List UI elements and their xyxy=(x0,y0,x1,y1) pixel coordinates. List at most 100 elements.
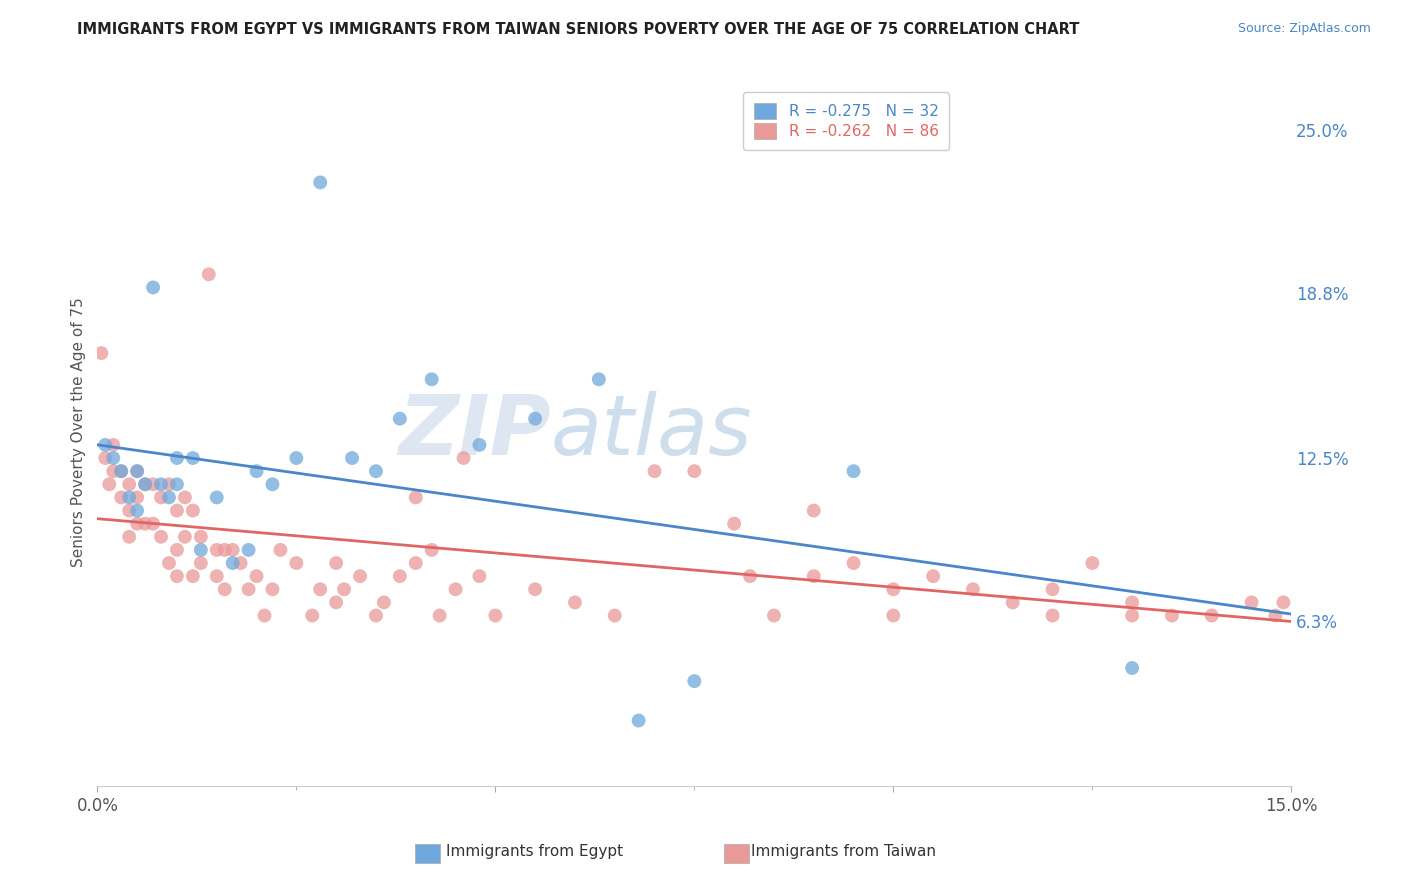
Point xyxy=(110,464,132,478)
Point xyxy=(325,556,347,570)
Point xyxy=(309,582,332,597)
Point xyxy=(1042,582,1064,597)
Point xyxy=(842,464,865,478)
Point xyxy=(238,542,260,557)
Point xyxy=(1121,595,1143,609)
Legend: R = -0.275   N = 32, R = -0.262   N = 86: R = -0.275 N = 32, R = -0.262 N = 86 xyxy=(742,92,949,150)
Point xyxy=(205,542,228,557)
Point xyxy=(524,411,547,425)
Point xyxy=(429,608,451,623)
Point xyxy=(157,491,180,505)
Point xyxy=(388,569,411,583)
Point xyxy=(309,176,332,190)
Point xyxy=(90,346,112,360)
Point xyxy=(166,450,188,465)
Point xyxy=(1001,595,1024,609)
Point xyxy=(484,608,506,623)
Point xyxy=(127,503,149,517)
Point xyxy=(405,491,427,505)
Point xyxy=(262,582,284,597)
Point xyxy=(468,569,491,583)
Point xyxy=(166,569,188,583)
Point xyxy=(134,477,156,491)
Point xyxy=(1240,595,1263,609)
Point xyxy=(723,516,745,531)
Point xyxy=(803,503,825,517)
Point xyxy=(803,569,825,583)
Point xyxy=(142,516,165,531)
Point xyxy=(197,268,219,282)
Point xyxy=(118,491,141,505)
Point xyxy=(1161,608,1184,623)
Point xyxy=(468,438,491,452)
Point xyxy=(221,542,243,557)
Point xyxy=(118,530,141,544)
Point xyxy=(644,464,666,478)
Point xyxy=(1264,608,1286,623)
Point xyxy=(190,530,212,544)
Point xyxy=(627,714,650,728)
Text: ZIP: ZIP xyxy=(398,392,551,472)
Point xyxy=(174,530,197,544)
Point xyxy=(221,556,243,570)
Point xyxy=(340,450,363,465)
Point xyxy=(181,503,204,517)
Point xyxy=(103,464,125,478)
Point xyxy=(882,608,904,623)
Point xyxy=(127,464,149,478)
Point xyxy=(245,464,267,478)
Point xyxy=(166,503,188,517)
Point xyxy=(333,582,356,597)
Point xyxy=(1042,608,1064,623)
Point xyxy=(166,477,188,491)
Point xyxy=(127,516,149,531)
Point xyxy=(214,542,236,557)
Point xyxy=(127,491,149,505)
Point xyxy=(142,280,165,294)
Point xyxy=(205,569,228,583)
Point xyxy=(190,542,212,557)
Point xyxy=(150,477,173,491)
Point xyxy=(94,450,117,465)
Point xyxy=(181,569,204,583)
Point xyxy=(157,556,180,570)
Point xyxy=(1121,661,1143,675)
Point xyxy=(142,477,165,491)
Point xyxy=(524,582,547,597)
Point xyxy=(1201,608,1223,623)
Text: Immigrants from Taiwan: Immigrants from Taiwan xyxy=(751,845,936,859)
Point xyxy=(94,438,117,452)
Point xyxy=(190,556,212,570)
Point xyxy=(922,569,945,583)
Point xyxy=(364,608,387,623)
Text: atlas: atlas xyxy=(551,392,752,472)
Text: Source: ZipAtlas.com: Source: ZipAtlas.com xyxy=(1237,22,1371,36)
Point xyxy=(683,674,706,689)
Point xyxy=(364,464,387,478)
Point xyxy=(405,556,427,570)
Point xyxy=(420,372,443,386)
Point xyxy=(373,595,395,609)
Point xyxy=(603,608,626,623)
Point xyxy=(214,582,236,597)
Point xyxy=(1272,595,1295,609)
Point xyxy=(98,477,121,491)
Point xyxy=(134,477,156,491)
Y-axis label: Seniors Poverty Over the Age of 75: Seniors Poverty Over the Age of 75 xyxy=(72,297,86,566)
Point xyxy=(238,582,260,597)
Point xyxy=(453,450,475,465)
Point xyxy=(157,477,180,491)
Point xyxy=(285,556,308,570)
Point xyxy=(388,411,411,425)
Point xyxy=(166,542,188,557)
Point xyxy=(110,491,132,505)
Point xyxy=(118,477,141,491)
Point xyxy=(564,595,586,609)
Point xyxy=(301,608,323,623)
Text: IMMIGRANTS FROM EGYPT VS IMMIGRANTS FROM TAIWAN SENIORS POVERTY OVER THE AGE OF : IMMIGRANTS FROM EGYPT VS IMMIGRANTS FROM… xyxy=(77,22,1080,37)
Point xyxy=(325,595,347,609)
Point xyxy=(762,608,785,623)
Point xyxy=(444,582,467,597)
Point xyxy=(118,503,141,517)
Point xyxy=(150,530,173,544)
